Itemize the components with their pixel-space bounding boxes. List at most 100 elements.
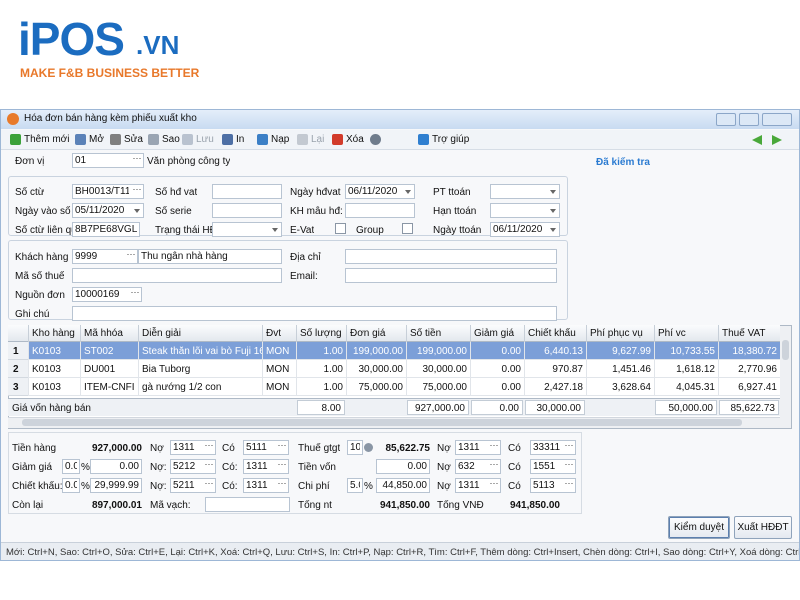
grid-cell[interactable]: ST002 xyxy=(80,342,138,360)
minimize[interactable] xyxy=(716,113,736,126)
lookup-button[interactable]: ··· xyxy=(488,479,500,492)
grid-cell[interactable]: 6,927.41 xyxy=(718,378,780,396)
toolbar-button[interactable]: Lại xyxy=(311,134,324,145)
grid-cell[interactable]: 6,440.13 xyxy=(524,342,586,360)
column-header[interactable]: Phí phục vụ xyxy=(586,325,654,342)
grid-cell[interactable]: 199,000.00 xyxy=(346,342,406,360)
column-header[interactable]: Đvt xyxy=(262,325,296,342)
status: Đã kiểm tra xyxy=(596,157,650,168)
lookup-button[interactable]: ··· xyxy=(125,250,137,263)
field-label: PT ttoán xyxy=(433,187,471,198)
grid-cell[interactable]: 199,000.00 xyxy=(406,342,470,360)
grid-cell[interactable]: 10,733.55 xyxy=(654,342,718,360)
grid-cell[interactable]: K0103 xyxy=(28,360,80,378)
input-box[interactable] xyxy=(205,497,290,512)
toolbar-button[interactable]: Thêm mới xyxy=(24,134,69,145)
grid-cell[interactable]: K0103 xyxy=(28,342,80,360)
toolbar-button[interactable]: Sao xyxy=(162,134,180,145)
input-box[interactable] xyxy=(212,203,282,218)
lookup-button[interactable]: ··· xyxy=(488,441,500,454)
column-header[interactable]: Phí vc xyxy=(654,325,718,342)
input-value: 5.0 xyxy=(350,480,360,491)
grid-cell[interactable]: 30,000.00 xyxy=(406,360,470,378)
grid-cell[interactable]: 18,380.72 xyxy=(718,342,780,360)
column-header[interactable]: Mã hhóa xyxy=(80,325,138,342)
input-box[interactable] xyxy=(72,268,282,283)
toolbar-icon xyxy=(10,134,21,145)
column-header[interactable]: Kho hàng xyxy=(28,325,80,342)
toolbar-button[interactable]: Xóa xyxy=(346,134,364,145)
grid-cell[interactable]: Bia Tuborg xyxy=(138,360,262,378)
grid-cell[interactable]: ITEM-CNFI xyxy=(80,378,138,396)
grid-cell[interactable]: MON xyxy=(262,360,296,378)
toolbar-button[interactable]: Mở xyxy=(89,134,104,145)
lookup-button[interactable]: ··· xyxy=(488,460,500,473)
lookup-button[interactable]: ··· xyxy=(203,441,215,454)
lookup-button[interactable]: ··· xyxy=(563,479,575,492)
lookup-button[interactable]: ··· xyxy=(563,460,575,473)
toolbar-button[interactable]: Nạp xyxy=(271,134,289,145)
grid-cell[interactable]: 3,628.64 xyxy=(586,378,654,396)
grid-cell[interactable]: MON xyxy=(262,378,296,396)
lookup-button[interactable]: ··· xyxy=(131,154,143,167)
maximize[interactable] xyxy=(739,113,759,126)
grid-cell[interactable]: MON xyxy=(262,342,296,360)
grid-cell[interactable]: 75,000.00 xyxy=(346,378,406,396)
input-box[interactable] xyxy=(345,249,557,264)
input-box[interactable] xyxy=(345,268,557,283)
input-box[interactable] xyxy=(212,222,282,237)
input-box[interactable] xyxy=(345,203,415,218)
h-scroll-thumb[interactable] xyxy=(22,419,742,426)
lookup-button[interactable]: ··· xyxy=(203,479,215,492)
grid-cell[interactable]: Steak thăn lõi vai bò Fuji 160gr xyxy=(138,342,262,360)
input-box[interactable] xyxy=(72,306,557,321)
grid-cell[interactable]: 30,000.00 xyxy=(346,360,406,378)
toolbar-button[interactable]: In xyxy=(236,134,244,145)
checkbox[interactable] xyxy=(335,223,346,234)
grid-cell[interactable]: 1,451.46 xyxy=(586,360,654,378)
column-header[interactable]: Chiết khấu xyxy=(524,325,586,342)
grid-cell[interactable]: gà nướng 1/2 con xyxy=(138,378,262,396)
column-header[interactable]: Giảm giá xyxy=(470,325,524,342)
settings-icon[interactable] xyxy=(370,134,381,145)
column-header[interactable]: Số lượng xyxy=(296,325,346,342)
grid-cell[interactable]: 4,045.31 xyxy=(654,378,718,396)
column-header[interactable]: Diễn giải xyxy=(138,325,262,342)
column-header[interactable]: Đơn giá xyxy=(346,325,406,342)
lookup-button[interactable]: ··· xyxy=(563,441,575,454)
v-scroll-thumb[interactable] xyxy=(782,340,789,360)
grid-cell[interactable]: 1.00 xyxy=(296,378,346,396)
grid-cell[interactable]: 0.00 xyxy=(470,378,524,396)
grid-cell[interactable]: 0.00 xyxy=(470,360,524,378)
grid-cell[interactable]: 75,000.00 xyxy=(406,378,470,396)
lookup-button[interactable]: ··· xyxy=(276,441,288,454)
toolbar-button[interactable]: Lưu xyxy=(196,134,214,145)
input-value: 5211 xyxy=(173,480,201,491)
action-button[interactable]: Kiểm duyệt xyxy=(668,516,730,539)
input-box[interactable] xyxy=(212,184,282,199)
lookup-button[interactable]: ··· xyxy=(203,460,215,473)
grid-cell[interactable]: 9,627.99 xyxy=(586,342,654,360)
column-header[interactable]: Thuế VAT xyxy=(718,325,780,342)
grid-cell[interactable]: K0103 xyxy=(28,378,80,396)
lookup-button[interactable]: ··· xyxy=(276,460,288,473)
grid-cell[interactable]: 0.00 xyxy=(470,342,524,360)
grid-cell[interactable]: 1.00 xyxy=(296,342,346,360)
toolbar-button[interactable]: Sửa xyxy=(124,134,143,145)
action-button[interactable]: Xuất HĐĐT xyxy=(734,516,792,539)
column-header[interactable]: Số tiền xyxy=(406,325,470,342)
grid-cell[interactable]: 970.87 xyxy=(524,360,586,378)
input-box[interactable] xyxy=(490,184,560,199)
lookup-button[interactable]: ··· xyxy=(276,479,288,492)
grid-cell[interactable]: 1.00 xyxy=(296,360,346,378)
grid-cell[interactable]: 2,770.96 xyxy=(718,360,780,378)
lookup-button[interactable]: ··· xyxy=(131,185,143,198)
input-box[interactable] xyxy=(490,203,560,218)
checkbox[interactable] xyxy=(402,223,413,234)
grid-cell[interactable]: 1,618.12 xyxy=(654,360,718,378)
lookup-button[interactable]: ··· xyxy=(129,288,141,301)
grid-cell[interactable]: DU001 xyxy=(80,360,138,378)
toolbar-button[interactable]: Trợ giúp xyxy=(432,134,469,145)
grid-cell[interactable]: 2,427.18 xyxy=(524,378,586,396)
close[interactable] xyxy=(762,113,792,126)
